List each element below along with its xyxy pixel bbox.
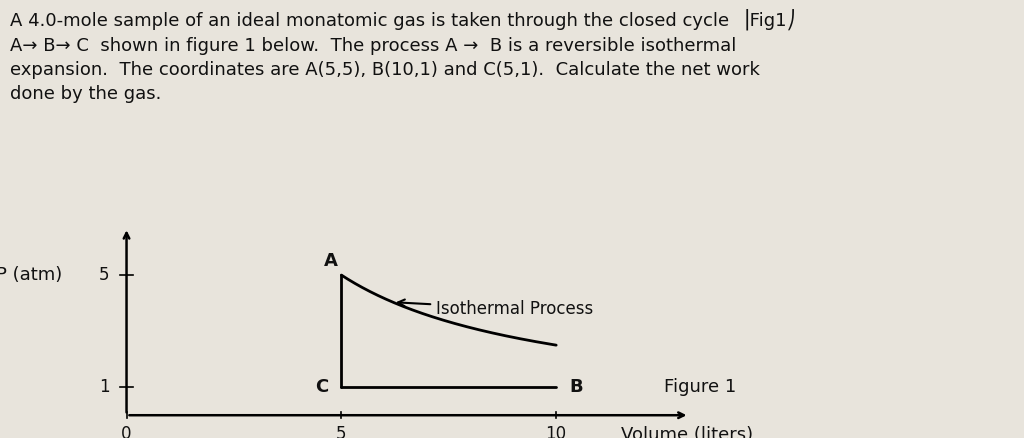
Text: 5: 5 xyxy=(336,425,346,438)
Text: A: A xyxy=(324,252,338,270)
Text: P (atm): P (atm) xyxy=(0,266,62,284)
Text: Figure 1: Figure 1 xyxy=(664,378,736,396)
Text: A 4.0-mole sample of an ideal monatomic gas is taken through the closed cycle  ⎟: A 4.0-mole sample of an ideal monatomic … xyxy=(10,9,796,103)
Text: Volume (liters): Volume (liters) xyxy=(621,426,753,438)
Text: 10: 10 xyxy=(546,425,566,438)
Text: 0: 0 xyxy=(121,425,132,438)
Text: 1: 1 xyxy=(98,378,110,396)
Text: 5: 5 xyxy=(99,266,110,284)
Text: C: C xyxy=(315,378,329,396)
Text: B: B xyxy=(569,378,583,396)
Text: Isothermal Process: Isothermal Process xyxy=(398,300,593,318)
